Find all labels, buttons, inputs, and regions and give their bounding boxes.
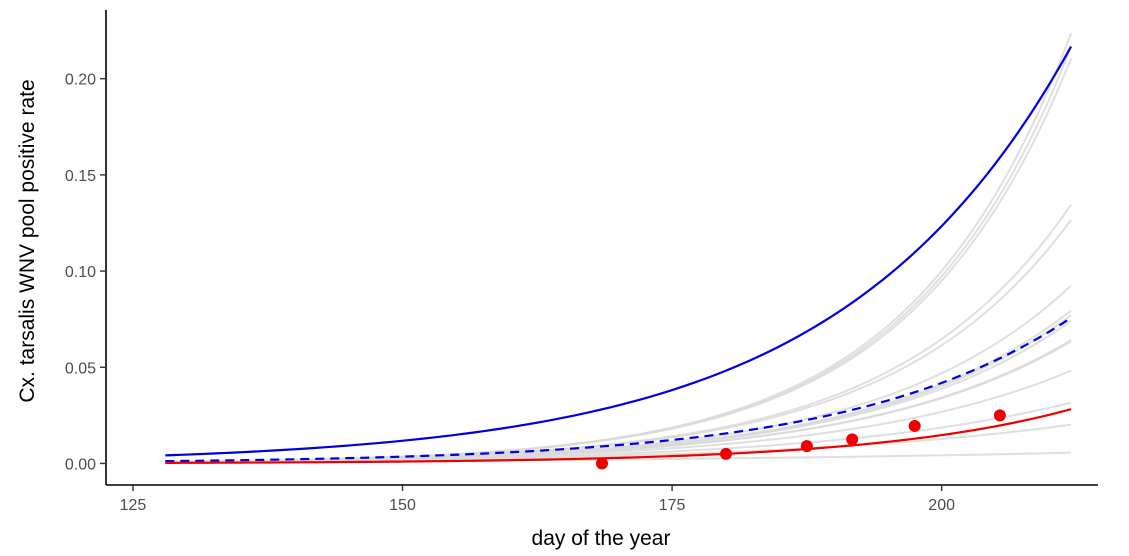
data-point [846,433,859,446]
background-curve [165,58,1072,463]
y-tick-label: 0.05 [65,360,96,377]
solid-curve [165,408,1072,464]
y-tick-label: 0.00 [65,456,96,473]
axes: 125 150 175 200 0.00 0.05 0.10 0.15 0.20 [65,10,1098,514]
data-point [720,447,732,460]
data-point [800,440,813,453]
data-point [993,409,1006,422]
x-tick-label: 125 [120,497,147,514]
y-tick-label: 0.10 [65,264,96,281]
background-curve [165,204,1072,463]
background-curves [165,32,1072,463]
x-tick-label: 150 [389,497,416,514]
observed-points [596,409,1006,470]
y-tick-label: 0.15 [65,168,96,185]
y-tick-label: 0.20 [65,72,96,89]
background-curve [165,320,1072,463]
y-axis-title: Cx. tarsalis WNV pool positive rate [16,79,39,402]
highlighted-curves [165,46,1073,464]
solid-curve [165,46,1073,457]
background-curve [165,219,1072,463]
x-tick-label: 175 [659,497,686,514]
x-axis-title: day of the year [532,527,671,550]
x-tick-label: 200 [928,497,955,514]
data-point [908,419,921,432]
background-curve [165,32,1072,463]
background-curve [165,401,1072,463]
data-point [596,457,608,470]
dashed-curve [165,316,1072,463]
